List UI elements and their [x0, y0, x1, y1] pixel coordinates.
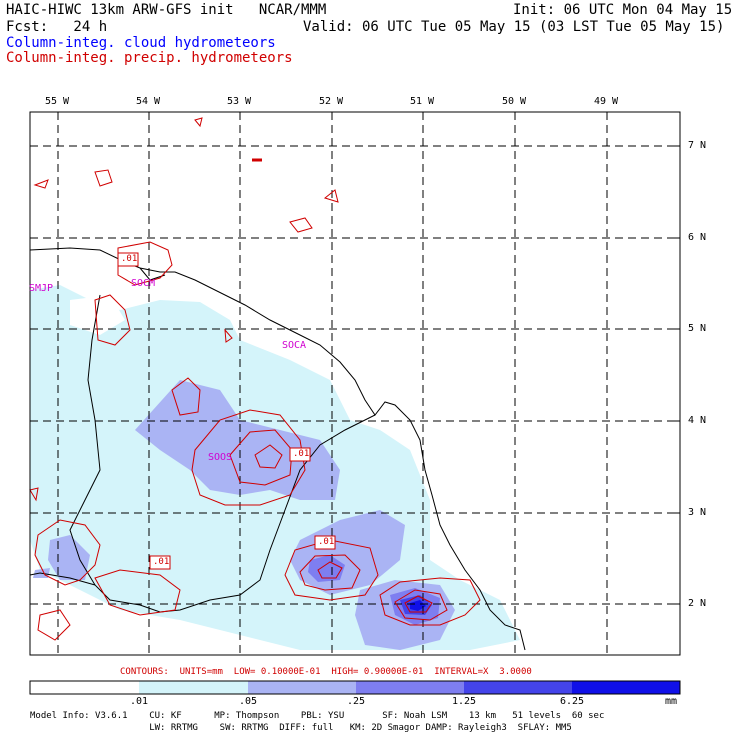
- colorbar-tick-label: .01: [130, 696, 149, 707]
- lat-label: 2 N: [688, 598, 707, 609]
- model-info-line1: Model Info: V3.6.1 CU: KF MP: Thompson P…: [30, 711, 605, 721]
- lat-label: 6 N: [688, 232, 707, 243]
- model-info-line2: LW: RRTMG SW: RRTMG DIFF: full KM: 2D Sm…: [30, 723, 572, 733]
- lat-lon-grid: [30, 112, 680, 655]
- precip-contours: [29, 117, 481, 641]
- lon-label: 54 W: [136, 96, 161, 107]
- contour-label: .01: [153, 557, 170, 567]
- lat-label: 7 N: [688, 140, 707, 151]
- valid-time: Valid: 06 UTC Tue 05 May 15 (03 LST Tue …: [303, 19, 725, 35]
- station-label: SOOS: [208, 452, 233, 463]
- lon-label: 50 W: [502, 96, 527, 107]
- lat-label: 4 N: [688, 415, 707, 426]
- contour-info: CONTOURS: UNITS=mm LOW= 0.10000E-01 HIGH…: [120, 667, 532, 677]
- station-label: SMJP: [29, 283, 54, 294]
- lon-label: 53 W: [227, 96, 252, 107]
- axis-ticks: [57, 112, 680, 605]
- run-title: HAIC-HIWC 13km ARW-GFS init NCAR/MMM: [6, 2, 327, 18]
- colorbar: [29, 680, 681, 695]
- map-frame: [29, 111, 681, 656]
- field-label-cloud: Column-integ. cloud hydrometeors: [6, 35, 276, 51]
- field-label-precip: Column-integ. precip. hydrometeors: [6, 50, 293, 66]
- contour-label-group: [117, 252, 336, 570]
- station-label: SOCM: [131, 278, 156, 289]
- lon-label: 51 W: [410, 96, 435, 107]
- lon-label: 55 W: [45, 96, 70, 107]
- lat-label: 3 N: [688, 507, 707, 518]
- contour-label: .01: [318, 537, 335, 547]
- lon-label: 52 W: [319, 96, 344, 107]
- init-time: Init: 06 UTC Mon 04 May 15: [513, 2, 733, 18]
- forecast-hour: Fcst: 24 h: [6, 19, 108, 35]
- colorbar-unit: mm: [665, 696, 678, 707]
- colorbar-tick-label: 6.25: [560, 696, 585, 707]
- contour-label: .01: [293, 449, 310, 459]
- colorbar-tick-label: .25: [347, 696, 366, 707]
- lon-label: 49 W: [594, 96, 619, 107]
- contour-label: .01: [121, 254, 138, 264]
- colorbar-tick-label: 1.25: [452, 696, 477, 707]
- colorbar-tick-label: .05: [239, 696, 258, 707]
- lat-label: 5 N: [688, 323, 707, 334]
- station-label: SOCA: [282, 340, 307, 351]
